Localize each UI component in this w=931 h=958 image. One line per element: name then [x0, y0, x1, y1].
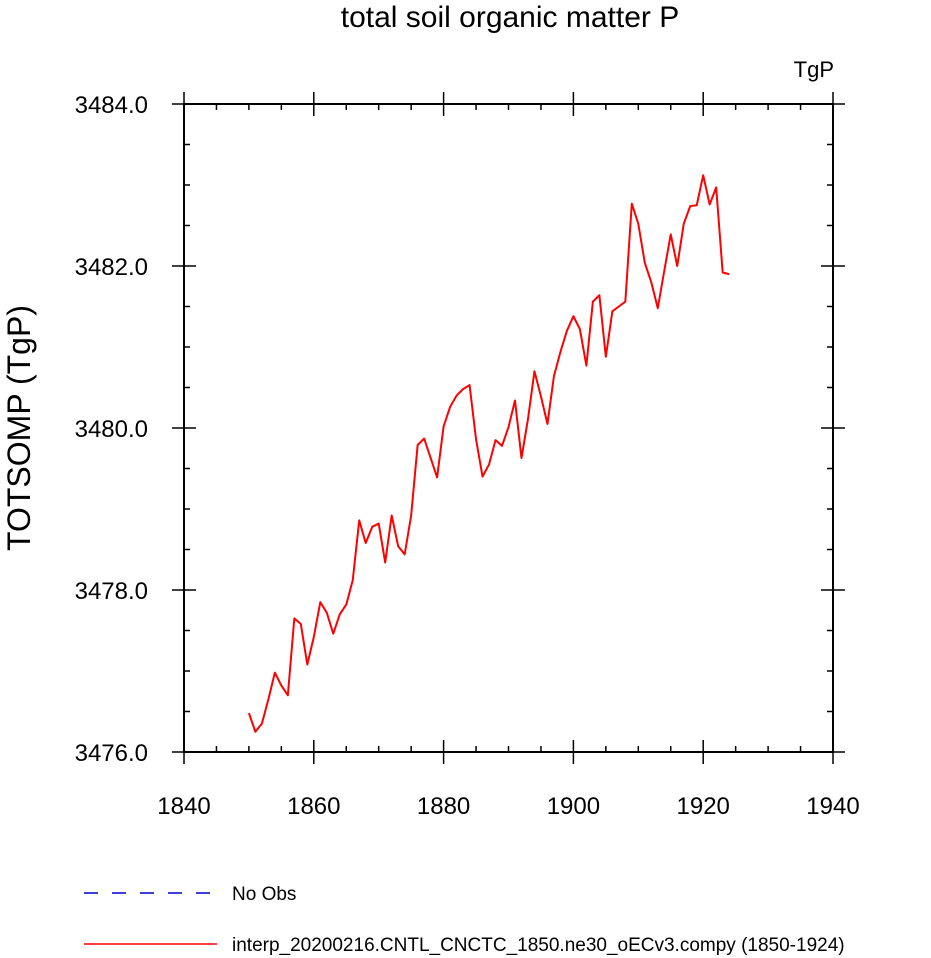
x-tick-label: 1940	[806, 793, 859, 820]
y-axis-label: TOTSOMP (TgP)	[1, 305, 37, 551]
x-tick-label: 1880	[417, 793, 470, 820]
series-line-1	[247, 174, 730, 733]
units-label: TgP	[794, 57, 834, 82]
x-tick-label: 1840	[157, 793, 210, 820]
legend-label-model: interp_20200216.CNTL_CNCTC_1850.ne30_oEC…	[232, 935, 845, 956]
x-tick-label: 1860	[287, 793, 340, 820]
x-tick-label: 1920	[677, 793, 730, 820]
y-tick-label: 3484.0	[75, 92, 148, 119]
y-tick-labels: 3476.0 3478.0 3480.0 3482.0 3484.0	[75, 92, 148, 767]
y-tick-label: 3482.0	[75, 254, 148, 281]
y-tick-label: 3480.0	[75, 416, 148, 443]
y-tick-label: 3478.0	[75, 578, 148, 605]
legend: No Obs interp_20200216.CNTL_CNCTC_1850.n…	[84, 884, 845, 956]
x-tick-labels: 1840 1860 1880 1900 1920 1940	[157, 793, 859, 820]
data-series	[247, 174, 730, 733]
chart-title: total soil organic matter P	[341, 1, 679, 34]
x-tick-label: 1900	[547, 793, 600, 820]
legend-label-no-obs: No Obs	[232, 884, 296, 905]
y-tick-label: 3476.0	[75, 740, 148, 767]
plot-frame	[183, 103, 834, 753]
